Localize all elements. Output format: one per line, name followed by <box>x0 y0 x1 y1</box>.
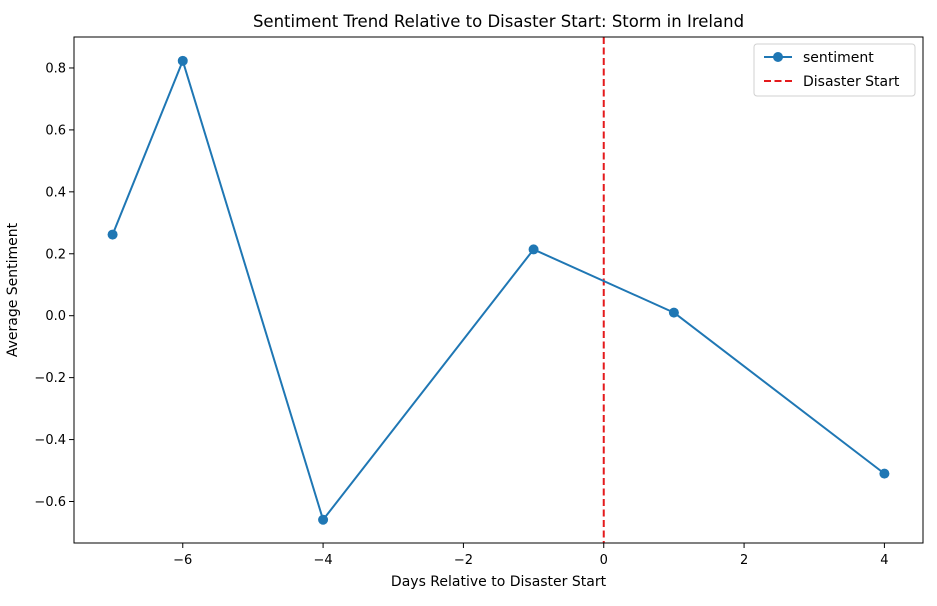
y-tick-label: 0.8 <box>45 61 66 76</box>
legend: sentiment Disaster Start <box>753 43 916 97</box>
legend-marker-sentiment <box>773 52 783 62</box>
data-point <box>668 307 679 318</box>
x-tick-label: −2 <box>454 553 473 568</box>
x-tick-label: −4 <box>314 553 333 568</box>
axes-frame <box>73 36 924 544</box>
data-point <box>879 468 890 479</box>
y-tick-label: −0.4 <box>34 433 66 448</box>
x-axis-label: Days Relative to Disaster Start <box>391 574 607 590</box>
data-point <box>528 244 539 255</box>
x-tick-label: 4 <box>880 553 888 568</box>
series-line-sentiment <box>111 59 886 521</box>
data-point <box>177 55 188 66</box>
y-tick-label: 0.4 <box>45 185 66 200</box>
x-tick-label: −6 <box>173 553 192 568</box>
y-tick-label: −0.6 <box>34 495 66 510</box>
y-tick-label: −0.2 <box>34 371 66 386</box>
data-point <box>318 514 329 525</box>
data-point <box>107 229 118 240</box>
y-tick-label: 0.0 <box>45 309 66 324</box>
x-tick-label: 2 <box>740 553 748 568</box>
legend-label-sentiment: sentiment <box>803 50 874 66</box>
x-tick-label: 0 <box>600 553 608 568</box>
legend-box <box>753 43 916 97</box>
chart-title: Sentiment Trend Relative to Disaster Sta… <box>253 12 744 31</box>
y-tick-label: 0.6 <box>45 123 66 138</box>
y-axis-label: Average Sentiment <box>5 222 21 357</box>
y-tick-label: 0.2 <box>45 247 66 262</box>
legend-label-disaster-start: Disaster Start <box>803 74 900 90</box>
plot-area: −6 −4 −2 0 2 4 −0.6 −0.4 −0.2 0.0 0.2 0.4 0.6 0.8 <box>34 36 924 568</box>
